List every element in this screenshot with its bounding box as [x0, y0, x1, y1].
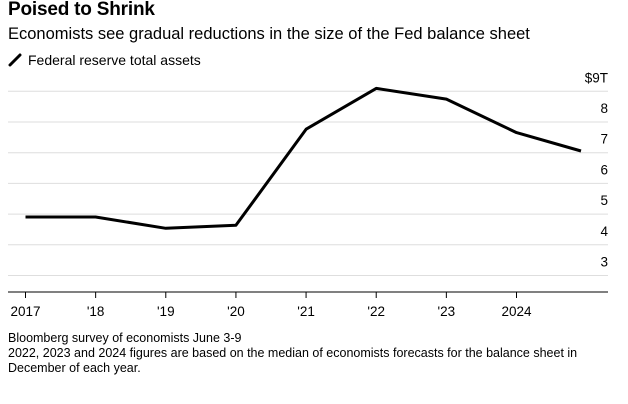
x-tick-label: '21	[297, 304, 315, 319]
y-tick-label: 3	[600, 255, 608, 270]
line-chart: 3 4 5 6 7 8 $9T 2017 '18 '19 '20 '21 '22 '23 2024	[8, 70, 608, 319]
chart-subtitle: Economists see gradual reductions in the…	[8, 25, 530, 43]
legend: Federal reserve total assets	[8, 52, 201, 68]
y-tick-label: $9T	[585, 70, 608, 85]
y-tick-label: 6	[600, 162, 608, 177]
legend-label: Federal reserve total assets	[28, 52, 201, 68]
footer-note: 2022, 2023 and 2024 figures are based on…	[8, 346, 578, 375]
x-tick-label: '19	[157, 304, 175, 319]
y-tick-label: 8	[600, 101, 608, 116]
y-tick-label: 7	[600, 132, 608, 147]
series-line-federal-reserve-total-assets	[25, 86, 582, 230]
chart-title: Poised to Shrink	[8, 0, 155, 20]
x-tick-label: 2017	[10, 304, 40, 319]
y-tick-label: 5	[600, 193, 608, 208]
legend-line-icon	[8, 53, 22, 67]
x-tick-label: '22	[367, 304, 385, 319]
x-tick-label: '20	[227, 304, 245, 319]
x-tick-label: 2024	[501, 304, 532, 319]
footer-source: Bloomberg survey of economists June 3-9	[8, 331, 242, 345]
x-tick-label: '23	[438, 304, 456, 319]
y-tick-label: 4	[600, 224, 608, 239]
x-tick-label: '18	[87, 304, 105, 319]
